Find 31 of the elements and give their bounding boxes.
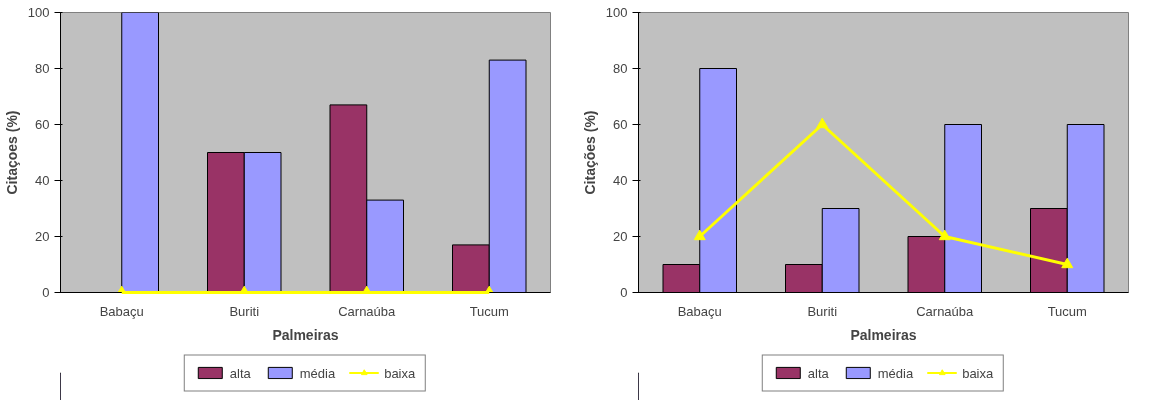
- x-tick-label: Babaçu: [99, 303, 144, 319]
- y-tick-label: 0: [42, 285, 50, 300]
- y-axis-title: Citaçoes (%): [3, 110, 20, 195]
- y-tick-label: 0: [620, 285, 628, 300]
- x-tick-label: Buriti: [229, 303, 260, 319]
- y-tick-label: 100: [27, 5, 50, 20]
- x-tick-label: Tucum: [469, 303, 509, 319]
- y-tick-label: 80: [35, 61, 50, 76]
- legend-label: alta: [807, 365, 829, 380]
- y-tick-label: 100: [605, 5, 628, 20]
- legend-label: média: [299, 365, 336, 380]
- legend-label: alta: [229, 365, 251, 380]
- y-tick-label: 60: [613, 117, 628, 132]
- x-tick-label: Babaçu: [677, 303, 722, 319]
- legend-label: baixa: [384, 365, 416, 380]
- y-tick-label: 40: [35, 173, 50, 188]
- y-tick-label: 20: [613, 229, 628, 244]
- y-tick-label: 20: [35, 229, 50, 244]
- x-tick-label: Buriti: [807, 303, 838, 319]
- x-tick-label: Carnaúba: [338, 303, 397, 319]
- x-tick-label: Tucum: [1047, 303, 1087, 319]
- x-axis-title: Palmeiras: [272, 326, 339, 343]
- y-tick-label: 80: [613, 61, 628, 76]
- y-tick-label: 40: [613, 173, 628, 188]
- legend-label: baixa: [962, 365, 994, 380]
- legend-label: média: [877, 365, 914, 380]
- y-axis-title: Citações (%): [581, 110, 598, 195]
- x-axis-title: Palmeiras: [850, 326, 917, 343]
- bar: [121, 12, 159, 293]
- x-tick-label: Carnaúba: [916, 303, 975, 319]
- y-tick-label: 60: [35, 117, 50, 132]
